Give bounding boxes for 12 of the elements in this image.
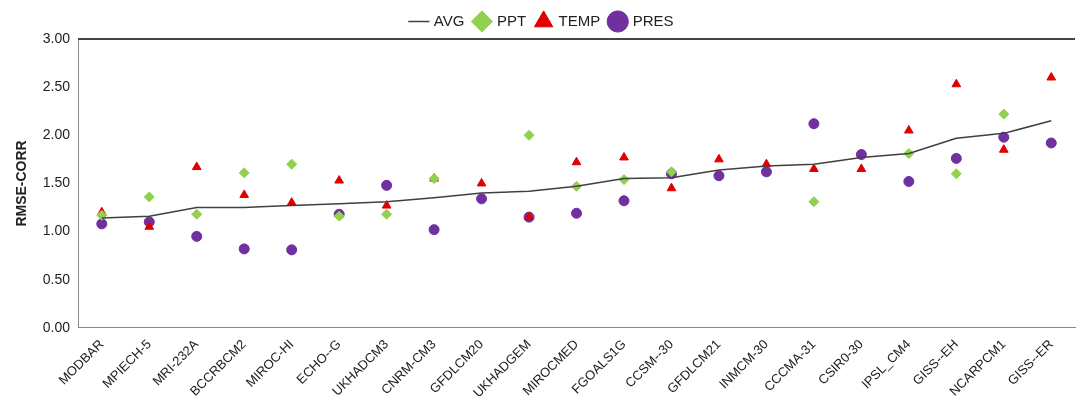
y-tick-label: 1.00 (42, 222, 71, 239)
legend-label: PRES (632, 11, 674, 29)
y-axis-title: RMSE-CORR (13, 140, 30, 227)
legend-label: TEMP (558, 11, 601, 29)
y-tick-label: 2.00 (42, 126, 71, 143)
y-tick-label: 3.00 (42, 29, 71, 46)
y-tick-label: 2.50 (42, 78, 71, 94)
legend-label: AVG (433, 11, 465, 29)
y-tick-label: 0.50 (42, 270, 71, 287)
legend-label: PPT (496, 11, 527, 29)
y-tick-label: 0.00 (42, 318, 71, 335)
y-tick-label: 1.50 (42, 174, 71, 191)
